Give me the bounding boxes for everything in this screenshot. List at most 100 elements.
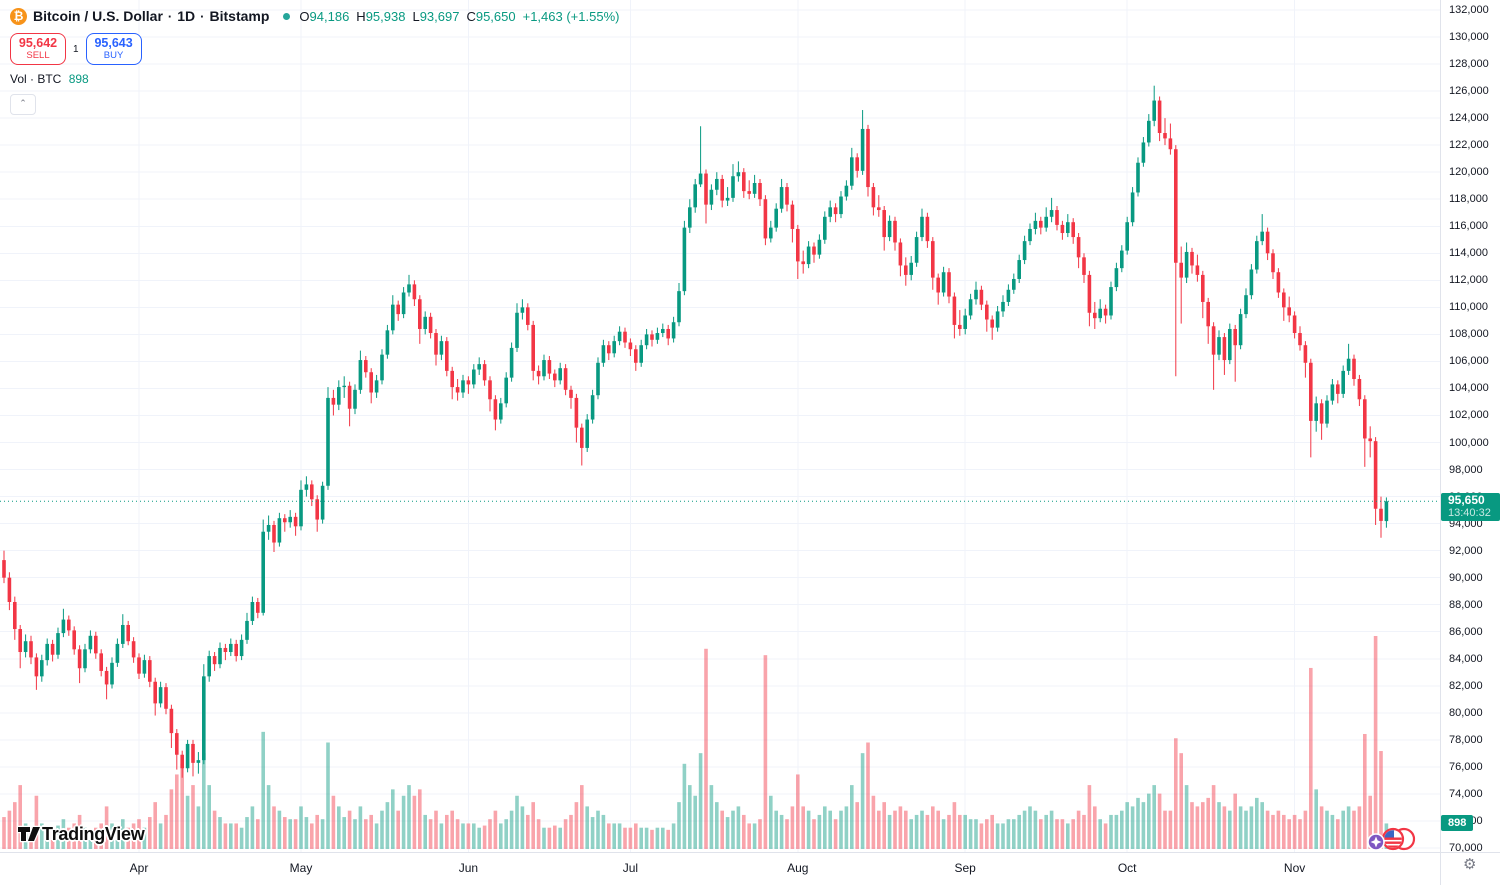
volume-legend[interactable]: Vol · BTC 898 (10, 72, 626, 86)
candle-body (142, 660, 147, 674)
buy-button[interactable]: 95,643 BUY (85, 33, 142, 65)
candle-body (207, 656, 211, 677)
time-axis[interactable]: Apr May Jun Jul Aug Sep Oct Nov (0, 852, 1440, 885)
candle-body (29, 641, 33, 658)
volume-bar (347, 810, 352, 849)
candle-body (1292, 315, 1297, 334)
volume-bar (1157, 793, 1162, 849)
volume-bar (169, 789, 174, 849)
volume-bar (628, 827, 633, 849)
collapse-legend-button[interactable]: ⌃ (10, 94, 36, 115)
volume-bar (1298, 819, 1302, 849)
candlestick-chart[interactable] (0, 0, 1440, 852)
volume-bar (1373, 636, 1378, 849)
volume-bar (682, 763, 687, 849)
candle-body (769, 227, 773, 239)
candle-body (1276, 272, 1281, 293)
candle-body (1049, 210, 1054, 217)
separator-dot: · (167, 8, 173, 24)
candle-body (720, 178, 724, 201)
volume-bar (634, 823, 638, 849)
price-axis-label: 120,000 (1449, 166, 1489, 179)
scale-settings-gear-icon[interactable]: ⚙ (1463, 856, 1477, 873)
volume-bar (860, 753, 865, 849)
volume-bar (1055, 819, 1059, 849)
volume-bar (164, 814, 168, 849)
volume-bar (958, 814, 962, 849)
volume-bar (455, 819, 460, 849)
candle-body (1336, 384, 1340, 394)
candle-body (256, 602, 260, 613)
volume-bar (1260, 802, 1264, 849)
candle-body (385, 330, 390, 355)
price-axis-label: 76,000 (1449, 760, 1483, 773)
candle-body (909, 262, 913, 275)
candle-body (34, 657, 39, 677)
volume-bar (153, 802, 157, 849)
volume-bar (601, 814, 606, 849)
market-status-icon[interactable] (283, 12, 291, 20)
volume-bar (7, 810, 12, 849)
tradingview-logo[interactable]: TradingView (16, 822, 145, 846)
volume-bar (1168, 810, 1173, 849)
candle-body (277, 518, 282, 543)
candle-body (801, 261, 805, 265)
volume-bar (61, 819, 66, 849)
volume-bar (202, 753, 206, 849)
candle-body (99, 653, 103, 671)
volume-bar (104, 806, 109, 849)
symbol-title[interactable]: Bitcoin / U.S. Dollar (33, 8, 163, 24)
volume-bar (655, 827, 660, 849)
price-axis[interactable]: 70,00072,00074,00076,00078,00080,00082,0… (1440, 0, 1500, 854)
sell-price: 95,642 (18, 36, 58, 50)
candle-body (1211, 326, 1216, 355)
volume-bar (580, 785, 584, 849)
candle-body (936, 277, 940, 293)
candle-body (1039, 220, 1043, 228)
volume-bar (1028, 806, 1032, 849)
candle-body (995, 311, 1000, 328)
volume-bar (450, 810, 454, 849)
candle-body (698, 173, 703, 185)
price-axis-label: 82,000 (1449, 679, 1483, 692)
volume-bar (974, 819, 978, 849)
candle-body (180, 754, 184, 769)
candle-body (1152, 100, 1156, 121)
volume-bar (1211, 785, 1216, 849)
candle-body (520, 307, 525, 313)
volume-bar (693, 795, 697, 849)
volume-bar (1114, 814, 1119, 849)
volume-bar (563, 819, 568, 849)
current-price-value: 95,650 (1448, 493, 1485, 508)
volume-bar (72, 823, 76, 849)
volume-bar (898, 806, 903, 849)
volume-bar (1325, 810, 1329, 849)
candle-body (239, 639, 244, 657)
interval-label[interactable]: 1D (177, 8, 196, 24)
candle-body (1179, 262, 1183, 278)
exchange-label[interactable]: Bitstamp (209, 8, 270, 24)
volume-bar (1012, 819, 1016, 849)
volume-bar (1098, 819, 1102, 849)
symbol-row[interactable]: ₿ Bitcoin / U.S. Dollar · 1D · Bitstamp … (10, 6, 626, 26)
sparkle-badge-icon (1367, 833, 1385, 851)
candle-body (1001, 301, 1005, 312)
events-icons[interactable] (1366, 826, 1418, 857)
volume-bar (245, 817, 249, 849)
volume-bar (77, 814, 82, 849)
candle-body (704, 173, 708, 205)
candle-body (877, 207, 881, 211)
spread-value: 1 (73, 43, 79, 55)
volume-bar (941, 819, 946, 849)
candle-body (752, 183, 757, 194)
volume-bar (590, 817, 595, 849)
current-price-tag: 95,650 13:40:32 (1441, 493, 1500, 522)
sell-button[interactable]: 95,642 SELL (10, 33, 66, 65)
volume-bar (617, 823, 622, 849)
volume-bar (1174, 738, 1178, 849)
candle-body (310, 484, 314, 500)
candle-body (871, 187, 876, 208)
candle-body (925, 216, 930, 242)
volume-bar (401, 795, 406, 849)
candle-body (574, 397, 579, 428)
